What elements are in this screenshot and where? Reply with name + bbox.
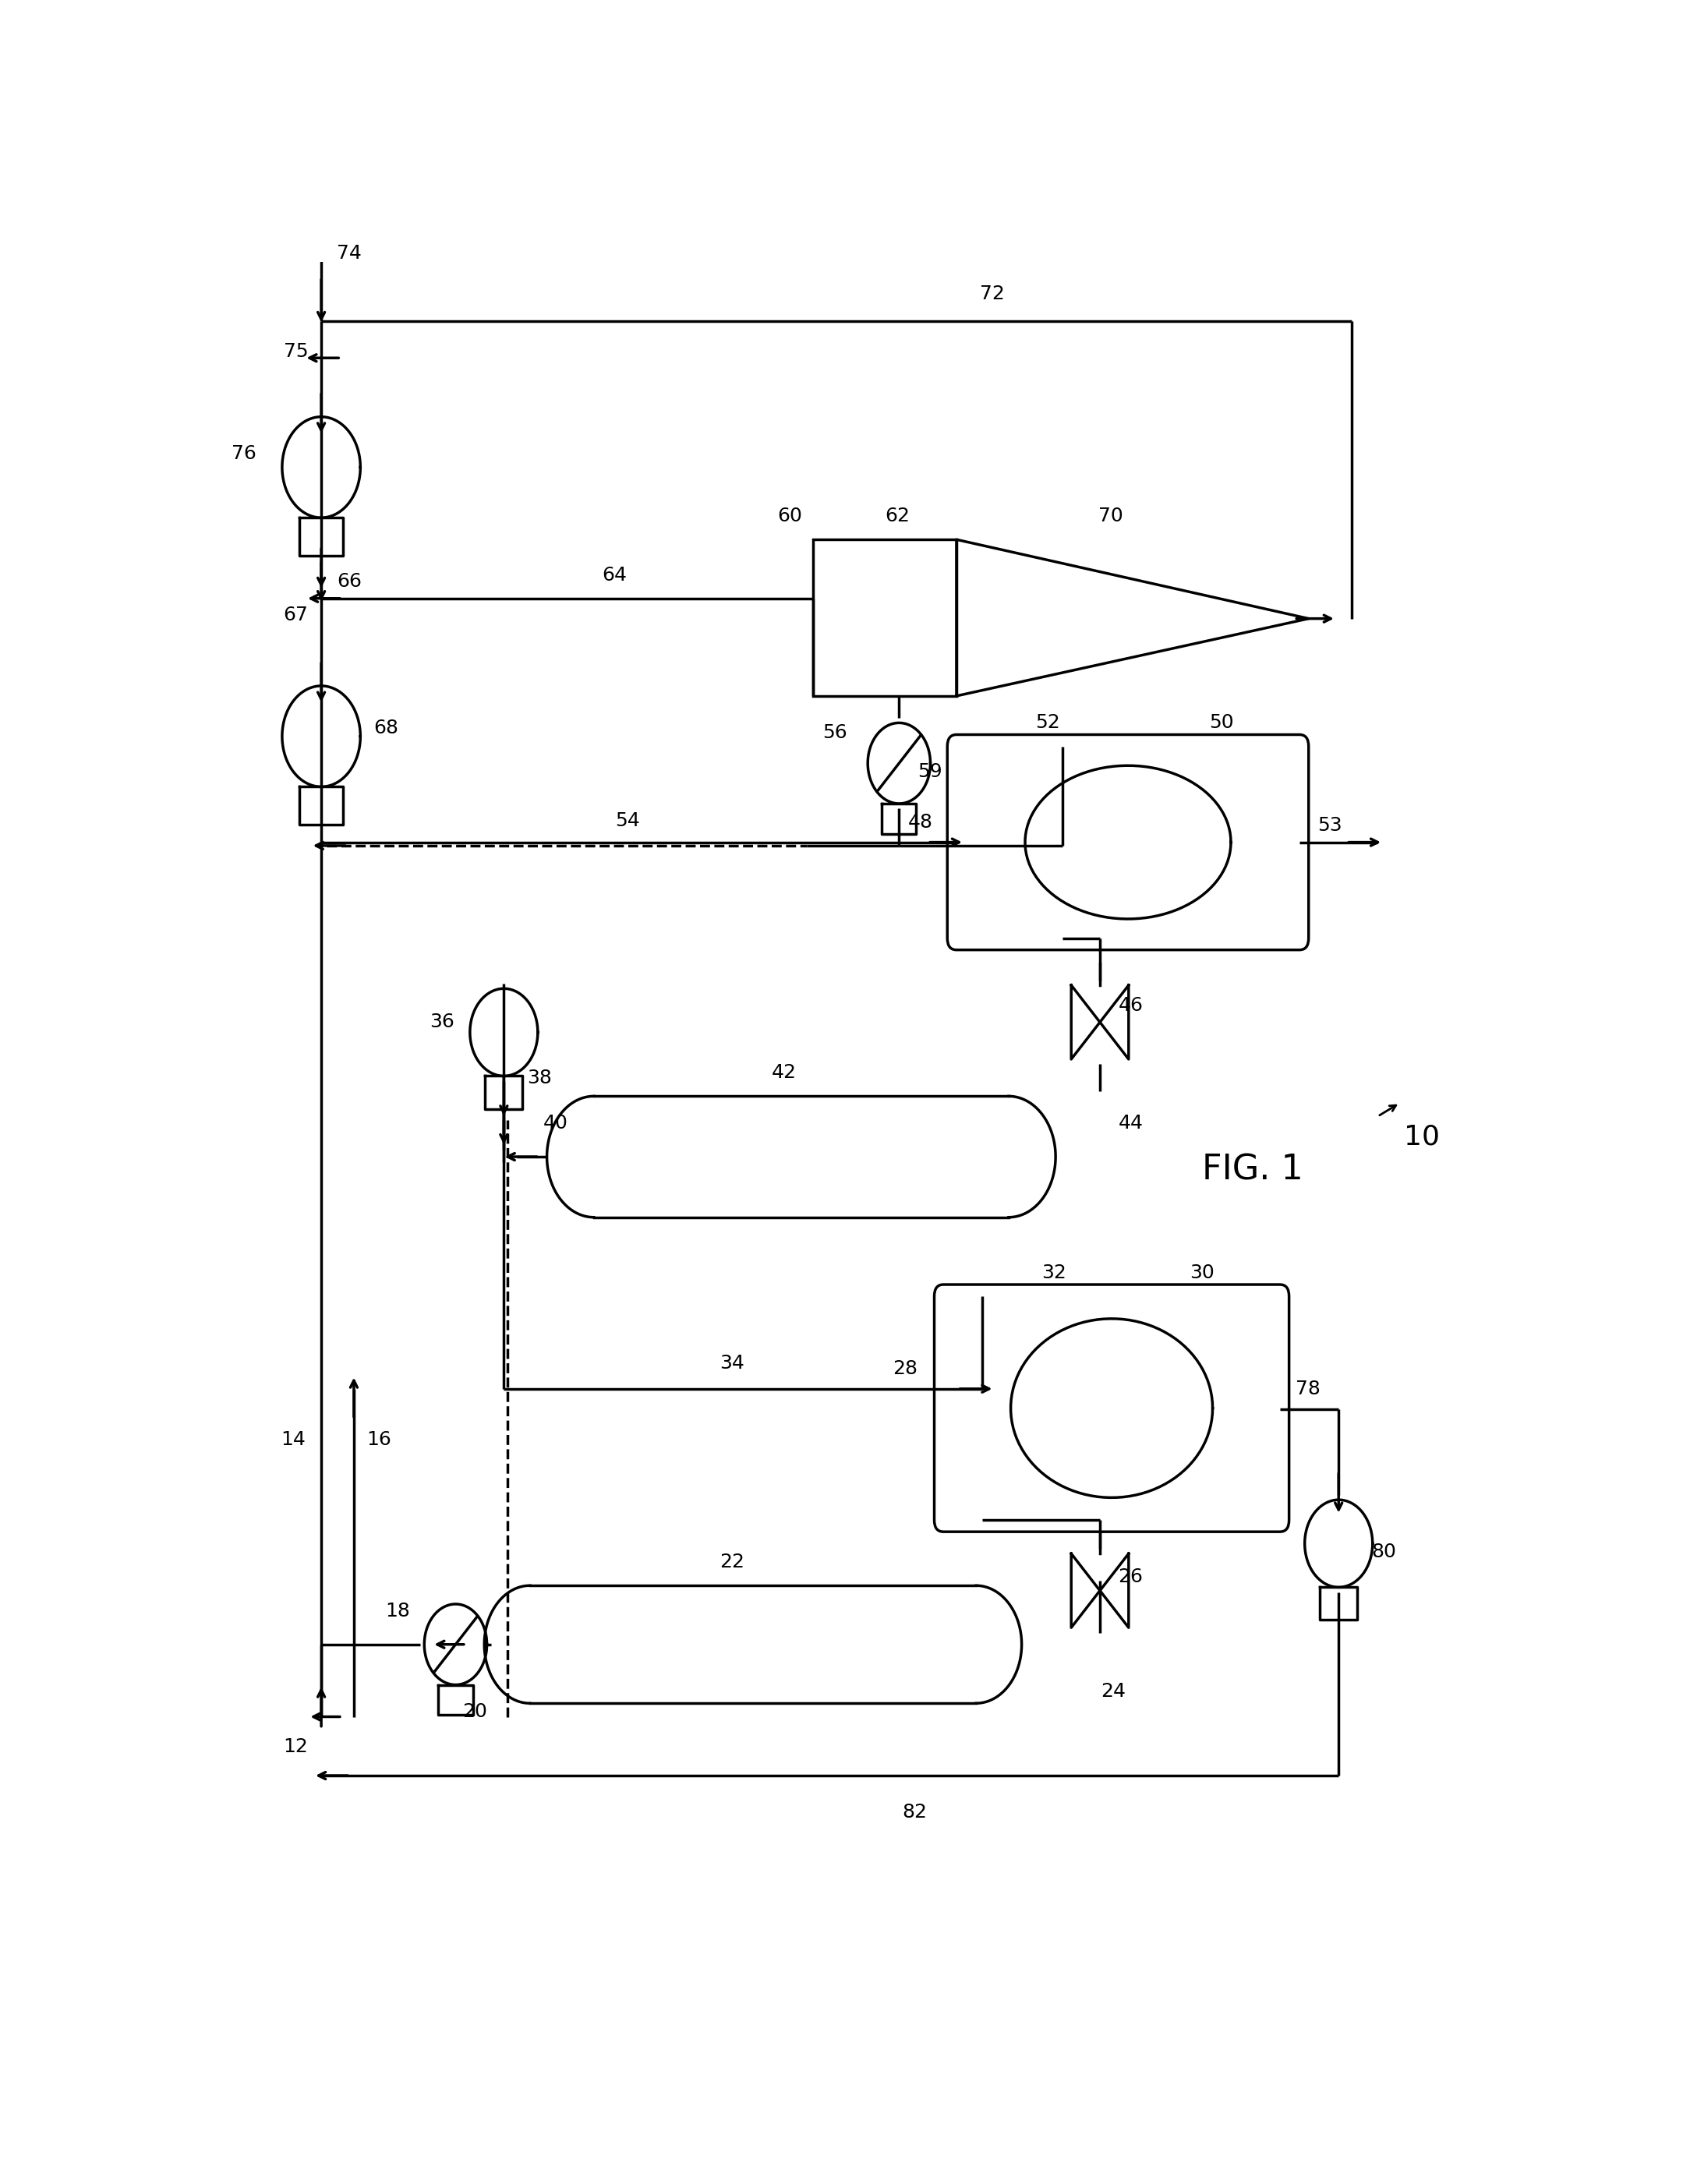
Text: 32: 32 — [1042, 1262, 1067, 1282]
Text: 67: 67 — [283, 605, 308, 625]
Text: 10: 10 — [1404, 1123, 1439, 1149]
Text: 24: 24 — [1101, 1682, 1126, 1701]
Text: FIG. 1: FIG. 1 — [1202, 1153, 1303, 1186]
Text: 53: 53 — [1318, 817, 1343, 834]
Text: 12: 12 — [283, 1738, 308, 1756]
Text: 75: 75 — [283, 343, 308, 360]
Text: 80: 80 — [1372, 1542, 1397, 1562]
Text: 76: 76 — [231, 443, 256, 463]
Text: 14: 14 — [281, 1431, 306, 1448]
Text: 50: 50 — [1208, 714, 1234, 732]
Text: 46: 46 — [1118, 996, 1143, 1016]
Text: 22: 22 — [720, 1553, 744, 1570]
Text: 56: 56 — [821, 723, 847, 743]
Text: 68: 68 — [374, 719, 399, 738]
Bar — [813, 539, 956, 697]
Text: 82: 82 — [902, 1804, 927, 1821]
Text: 72: 72 — [980, 284, 1005, 304]
Text: 26: 26 — [1118, 1568, 1143, 1586]
Text: 42: 42 — [772, 1064, 796, 1081]
Text: 34: 34 — [720, 1354, 744, 1374]
Text: 28: 28 — [892, 1358, 917, 1378]
Text: 78: 78 — [1296, 1380, 1321, 1398]
Text: 16: 16 — [367, 1431, 392, 1448]
Text: 62: 62 — [885, 507, 909, 526]
Text: 44: 44 — [1118, 1114, 1143, 1133]
Text: 59: 59 — [917, 762, 942, 782]
Text: 48: 48 — [909, 812, 932, 832]
Text: 54: 54 — [616, 810, 640, 830]
Text: 30: 30 — [1190, 1262, 1213, 1282]
Text: 60: 60 — [778, 507, 803, 526]
Text: 52: 52 — [1035, 714, 1060, 732]
Text: 18: 18 — [385, 1601, 411, 1621]
Text: 64: 64 — [603, 566, 628, 585]
Text: 20: 20 — [463, 1701, 486, 1721]
Text: 36: 36 — [429, 1013, 454, 1031]
Text: 38: 38 — [527, 1068, 552, 1088]
Text: 74: 74 — [337, 245, 362, 262]
Text: 66: 66 — [337, 572, 362, 592]
Text: 70: 70 — [1097, 507, 1123, 526]
Text: 40: 40 — [544, 1114, 567, 1133]
